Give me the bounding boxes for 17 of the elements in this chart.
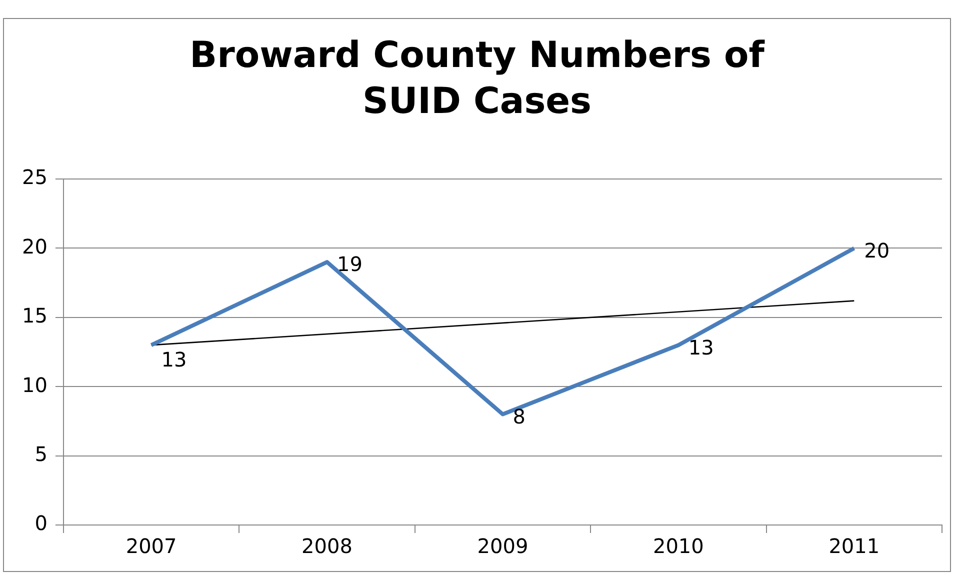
data-label: 8 bbox=[512, 404, 526, 428]
x-tick-label: 2007 bbox=[126, 534, 177, 558]
y-tick-label: 20 bbox=[22, 234, 48, 258]
x-tick-label: 2009 bbox=[477, 534, 528, 558]
y-tick-label: 0 bbox=[34, 511, 48, 536]
data-label: 13 bbox=[688, 335, 714, 360]
x-tick-label: 2010 bbox=[652, 534, 704, 558]
data-label: 19 bbox=[337, 252, 362, 276]
y-tick-label: 25 bbox=[22, 165, 48, 190]
data-label: 20 bbox=[864, 238, 890, 262]
data-label: 13 bbox=[161, 347, 187, 372]
x-tick-label: 2011 bbox=[828, 534, 880, 558]
chart-title: Broward County Numbers of SUID Cases bbox=[188, 34, 766, 124]
y-tick-label: 15 bbox=[22, 304, 48, 328]
x-tick-label: 2008 bbox=[302, 534, 352, 558]
y-tick-label: 5 bbox=[34, 442, 48, 466]
y-tick-label: 10 bbox=[22, 372, 48, 397]
